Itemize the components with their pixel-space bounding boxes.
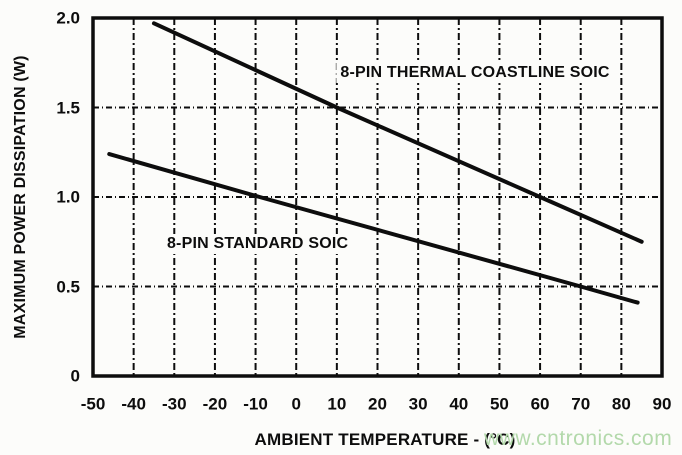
y-tick-label: 1.5 (56, 98, 80, 117)
series-label: 8-PIN THERMAL COASTLINE SOIC (336, 63, 614, 84)
x-tick-label: 50 (489, 394, 509, 414)
x-tick-label: 20 (368, 394, 387, 414)
plot-border (91, 16, 664, 378)
x-tick-label: 30 (408, 394, 428, 414)
x-tick-label: -20 (202, 394, 228, 414)
x-axis-title: AMBIENT TEMPERATURE - (°C) (254, 430, 516, 449)
x-tick-label: -50 (80, 394, 106, 414)
series-line-0 (151, 21, 644, 244)
x-tick-label: 80 (611, 394, 631, 414)
x-tick-label: -10 (243, 394, 268, 414)
x-tick-label: -30 (161, 394, 187, 414)
x-tick-label: 10 (327, 394, 347, 414)
x-tick-label: 90 (652, 394, 672, 414)
x-tick-label: 60 (530, 394, 550, 414)
watermark: www.cntronics.com (484, 427, 673, 450)
series-label: 8-PIN STANDARD SOIC (162, 233, 353, 254)
x-tick-label: 0 (291, 394, 301, 414)
x-tick-label: 40 (449, 394, 469, 414)
y-tick-label: 1.0 (56, 187, 80, 207)
x-tick-label: -40 (121, 394, 146, 414)
y-tick-label: 0 (70, 366, 80, 386)
y-tick-label: 2.0 (56, 8, 80, 28)
y-tick-label: 0.5 (56, 277, 80, 296)
x-tick-label: 70 (571, 394, 591, 414)
series-line-1 (107, 152, 640, 305)
